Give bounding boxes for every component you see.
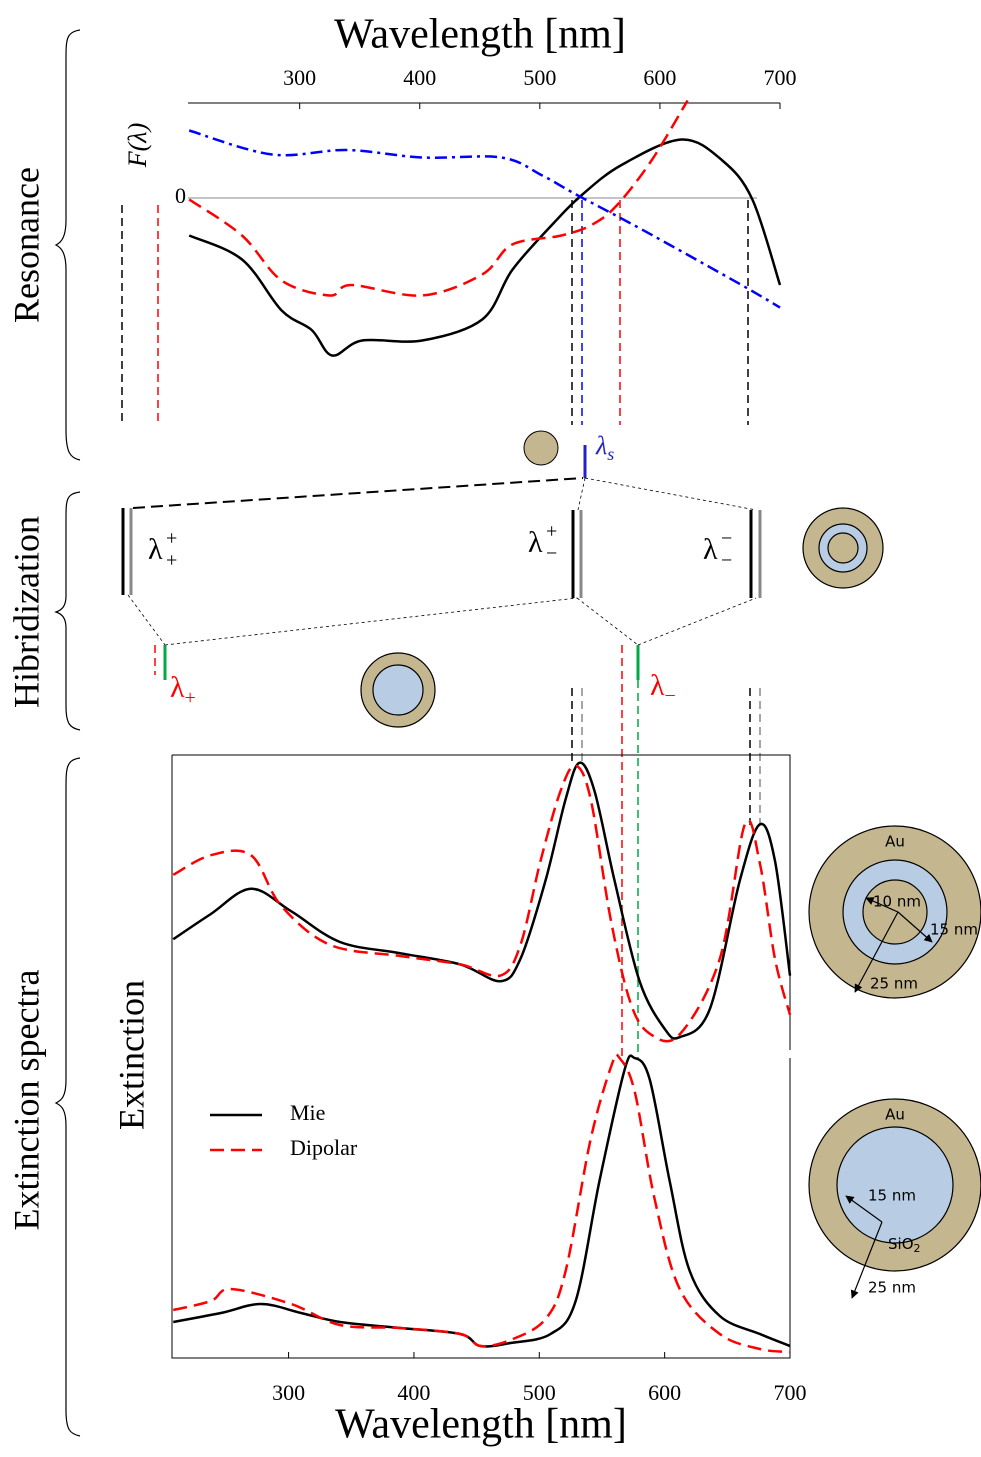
subscript: − xyxy=(546,543,557,565)
x-tick-label: 300 xyxy=(283,65,316,90)
level-label: λs xyxy=(595,431,614,464)
x-tick-label: 500 xyxy=(523,65,556,90)
series-line xyxy=(189,131,780,308)
superscript: + xyxy=(546,521,557,543)
symbol: λ xyxy=(650,669,665,702)
superscript: + xyxy=(166,528,177,550)
y-tick-label: 0 xyxy=(175,183,186,208)
hybrid-label: λ+ xyxy=(170,671,196,709)
level-bars xyxy=(123,508,760,680)
subscript: + xyxy=(185,687,196,709)
particle-label: Au xyxy=(885,833,905,851)
x-axis-label: Wavelength [nm] xyxy=(334,12,626,58)
subscript: + xyxy=(166,550,177,572)
subscript: − xyxy=(721,550,732,572)
hybrid-link xyxy=(133,478,583,508)
x-axis-label: Wavelength [nm] xyxy=(335,1402,627,1448)
series-line xyxy=(173,765,790,1041)
series-line xyxy=(173,1054,790,1352)
y-axis-label: Extinction xyxy=(111,980,151,1130)
brace xyxy=(56,492,80,730)
side-label: Hibridization xyxy=(6,516,46,708)
particle-label: 25 nm xyxy=(870,975,918,993)
particle-label: Au xyxy=(885,1106,905,1124)
symbol: λ xyxy=(595,431,607,460)
brace xyxy=(56,30,80,460)
legend-label: Dipolar xyxy=(290,1135,358,1160)
series-line xyxy=(173,1056,790,1347)
sphere-icon xyxy=(524,431,558,465)
symbol: λ xyxy=(528,526,543,559)
formula: SiO xyxy=(888,1235,914,1253)
y-axis-label: F(λ) xyxy=(123,123,152,168)
x-tick-label: 600 xyxy=(648,1380,681,1405)
particle-label: 10 nm xyxy=(873,893,921,911)
panel-frame xyxy=(172,755,790,1358)
subscript: 2 xyxy=(914,1242,921,1255)
resonance-lines xyxy=(122,200,760,1060)
side-label: Extinction spectra xyxy=(6,970,46,1231)
series-line xyxy=(173,763,790,1039)
particle-label: 15 nm xyxy=(930,921,978,939)
figure: Resonance Hibridization Extinction spect… xyxy=(0,0,981,1457)
series-line xyxy=(189,139,780,355)
superscript: − xyxy=(721,528,732,550)
x-tick-label: 600 xyxy=(643,65,676,90)
subscript: s xyxy=(607,444,614,464)
x-tick-label: 700 xyxy=(774,1380,807,1405)
subscript: − xyxy=(665,685,676,707)
particle-label: 15 nm xyxy=(868,1187,916,1205)
symbol: λ xyxy=(703,533,718,566)
x-tick-label: 300 xyxy=(272,1380,305,1405)
hybrid-label: λ− xyxy=(650,669,676,707)
level-labels: λ + + λ + − λ − − λ+ λ− xyxy=(148,521,732,709)
legend-label: Mie xyxy=(290,1100,325,1125)
side-label: Resonance xyxy=(6,167,46,323)
x-tick-label: 400 xyxy=(403,65,436,90)
brace xyxy=(56,758,80,1436)
particle-label: 25 nm xyxy=(868,1279,916,1297)
particle-icons xyxy=(361,508,883,727)
symbol: λ xyxy=(170,671,185,704)
symbol: λ xyxy=(148,533,163,566)
x-tick-label: 700 xyxy=(764,65,797,90)
hybrid-links xyxy=(128,478,756,645)
